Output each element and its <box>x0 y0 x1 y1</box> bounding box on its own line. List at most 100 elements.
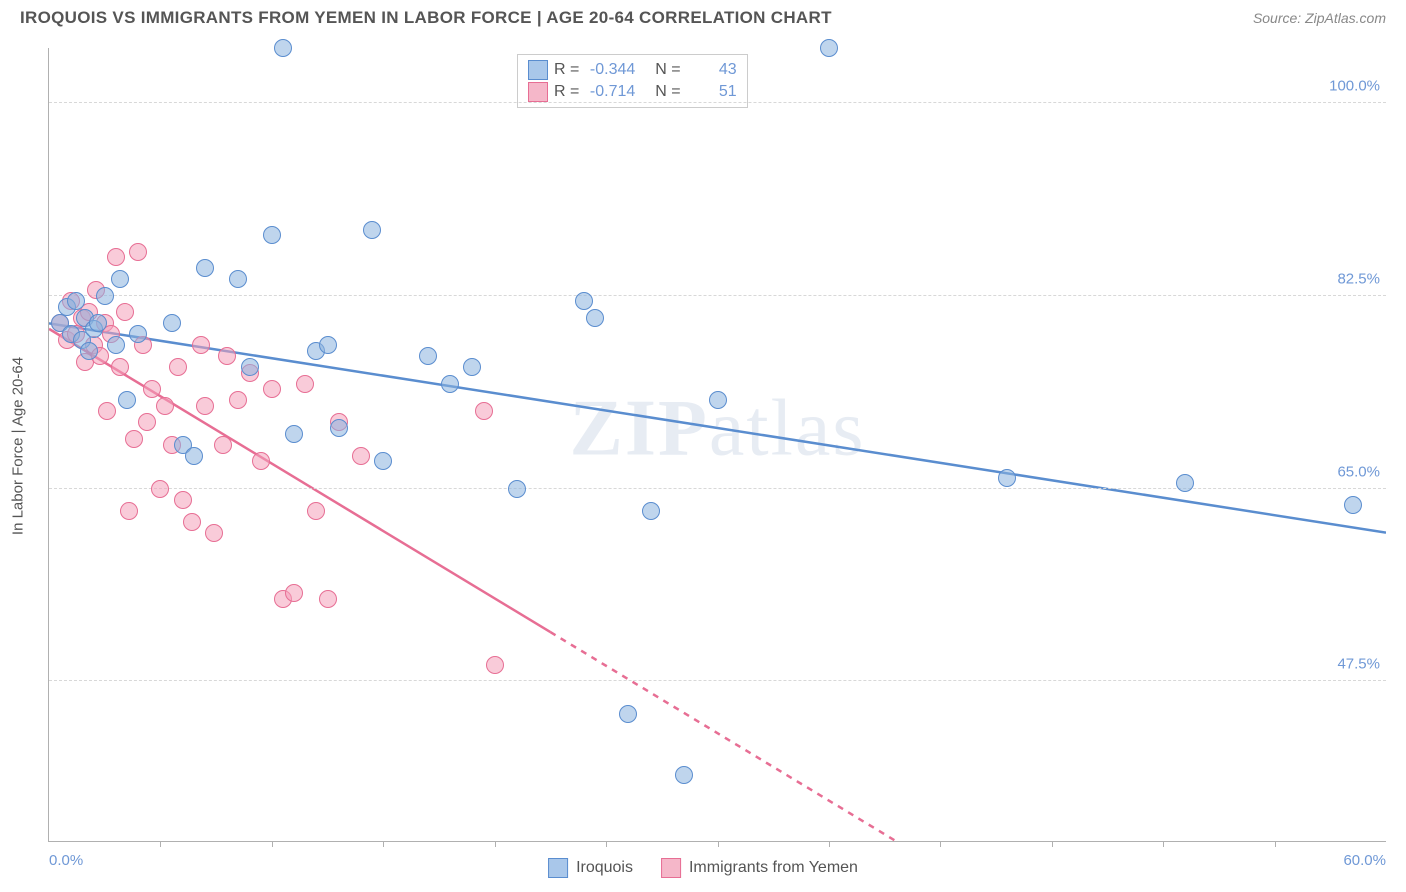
chart-title: IROQUOIS VS IMMIGRANTS FROM YEMEN IN LAB… <box>20 8 832 28</box>
x-tick <box>1052 841 1053 847</box>
source-label: Source: ZipAtlas.com <box>1253 10 1386 26</box>
data-point <box>174 491 192 509</box>
data-point <box>352 447 370 465</box>
data-point <box>307 502 325 520</box>
data-point <box>998 469 1016 487</box>
data-point <box>80 342 98 360</box>
data-point <box>196 259 214 277</box>
data-point <box>107 248 125 266</box>
legend-item-pink: Immigrants from Yemen <box>661 858 858 878</box>
data-point <box>107 336 125 354</box>
trend-line <box>49 323 1386 532</box>
data-point <box>319 336 337 354</box>
data-point <box>89 314 107 332</box>
y-axis-label: In Labor Force | Age 20-64 <box>10 357 27 535</box>
data-point <box>116 303 134 321</box>
data-point <box>642 502 660 520</box>
gridline <box>49 295 1386 296</box>
swatch-blue <box>548 858 568 878</box>
y-tick-label: 47.5% <box>1337 656 1380 673</box>
data-point <box>285 584 303 602</box>
data-point <box>192 336 210 354</box>
data-point <box>274 39 292 57</box>
data-point <box>96 287 114 305</box>
data-point <box>185 447 203 465</box>
x-tick <box>383 841 384 847</box>
legend-row-pink: R = -0.714 N = 51 <box>528 81 737 103</box>
data-point <box>263 226 281 244</box>
y-tick-label: 65.0% <box>1337 463 1380 480</box>
data-point <box>169 358 187 376</box>
data-point <box>229 270 247 288</box>
y-tick-label: 82.5% <box>1337 270 1380 287</box>
data-point <box>129 243 147 261</box>
x-tick <box>829 841 830 847</box>
data-point <box>619 705 637 723</box>
data-point <box>330 419 348 437</box>
data-point <box>129 325 147 343</box>
gridline <box>49 102 1386 103</box>
swatch-pink <box>528 82 548 102</box>
data-point <box>319 590 337 608</box>
x-tick <box>606 841 607 847</box>
legend-label: Iroquois <box>576 859 633 877</box>
data-point <box>241 358 259 376</box>
data-point <box>252 452 270 470</box>
x-tick <box>160 841 161 847</box>
data-point <box>98 402 116 420</box>
data-point <box>118 391 136 409</box>
swatch-blue <box>528 60 548 80</box>
data-point <box>363 221 381 239</box>
data-point <box>508 480 526 498</box>
x-tick <box>272 841 273 847</box>
data-point <box>441 375 459 393</box>
data-point <box>229 391 247 409</box>
data-point <box>151 480 169 498</box>
x-tick <box>940 841 941 847</box>
data-point <box>125 430 143 448</box>
legend-label: Immigrants from Yemen <box>689 859 858 877</box>
data-point <box>575 292 593 310</box>
data-point <box>675 766 693 784</box>
data-point <box>374 452 392 470</box>
data-point <box>196 397 214 415</box>
data-point <box>205 524 223 542</box>
x-tick <box>1163 841 1164 847</box>
data-point <box>163 314 181 332</box>
x-tick <box>1275 841 1276 847</box>
data-point <box>67 292 85 310</box>
legend-row-blue: R = -0.344 N = 43 <box>528 59 737 81</box>
x-tick <box>495 841 496 847</box>
data-point <box>296 375 314 393</box>
data-point <box>820 39 838 57</box>
data-point <box>586 309 604 327</box>
gridline <box>49 680 1386 681</box>
data-point <box>218 347 236 365</box>
x-tick <box>718 841 719 847</box>
data-point <box>263 380 281 398</box>
correlation-legend: R = -0.344 N = 43 R = -0.714 N = 51 <box>517 54 748 108</box>
data-point <box>183 513 201 531</box>
legend-item-blue: Iroquois <box>548 858 633 878</box>
data-point <box>1176 474 1194 492</box>
data-point <box>138 413 156 431</box>
data-point <box>419 347 437 365</box>
series-legend: Iroquois Immigrants from Yemen <box>548 858 858 878</box>
data-point <box>143 380 161 398</box>
swatch-pink <box>661 858 681 878</box>
data-point <box>463 358 481 376</box>
data-point <box>111 270 129 288</box>
data-point <box>214 436 232 454</box>
data-point <box>285 425 303 443</box>
trend-line <box>550 632 895 841</box>
data-point <box>475 402 493 420</box>
data-point <box>120 502 138 520</box>
data-point <box>111 358 129 376</box>
data-point <box>709 391 727 409</box>
data-point <box>156 397 174 415</box>
data-point <box>486 656 504 674</box>
x-tick-label: 60.0% <box>1343 852 1386 869</box>
scatter-chart: ZIPatlas R = -0.344 N = 43 R = -0.714 N … <box>48 48 1386 842</box>
x-tick-label: 0.0% <box>49 852 83 869</box>
data-point <box>1344 496 1362 514</box>
